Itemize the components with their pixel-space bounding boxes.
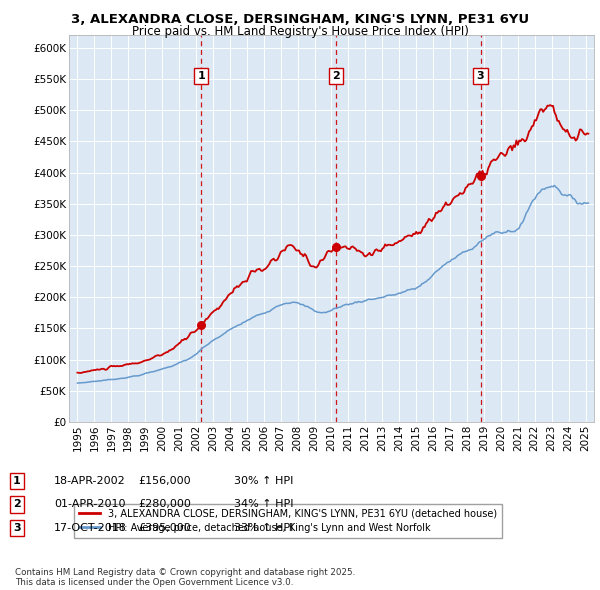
Text: 3: 3 bbox=[477, 71, 484, 81]
Text: 3: 3 bbox=[13, 523, 20, 533]
Text: £280,000: £280,000 bbox=[138, 500, 191, 509]
Text: 1: 1 bbox=[13, 476, 20, 486]
Legend: 3, ALEXANDRA CLOSE, DERSINGHAM, KING'S LYNN, PE31 6YU (detached house), HPI: Ave: 3, ALEXANDRA CLOSE, DERSINGHAM, KING'S L… bbox=[74, 504, 502, 537]
Text: 2: 2 bbox=[332, 71, 340, 81]
Text: 17-OCT-2018: 17-OCT-2018 bbox=[54, 523, 127, 533]
Text: 18-APR-2002: 18-APR-2002 bbox=[54, 476, 126, 486]
Text: 33% ↑ HPI: 33% ↑ HPI bbox=[234, 523, 293, 533]
Text: Contains HM Land Registry data © Crown copyright and database right 2025.
This d: Contains HM Land Registry data © Crown c… bbox=[15, 568, 355, 587]
Text: 1: 1 bbox=[197, 71, 205, 81]
Text: £395,000: £395,000 bbox=[138, 523, 191, 533]
Text: 34% ↑ HPI: 34% ↑ HPI bbox=[234, 500, 293, 509]
Text: 2: 2 bbox=[13, 500, 20, 509]
Text: Price paid vs. HM Land Registry's House Price Index (HPI): Price paid vs. HM Land Registry's House … bbox=[131, 25, 469, 38]
Text: 01-APR-2010: 01-APR-2010 bbox=[54, 500, 125, 509]
Text: £156,000: £156,000 bbox=[138, 476, 191, 486]
Text: 3, ALEXANDRA CLOSE, DERSINGHAM, KING'S LYNN, PE31 6YU: 3, ALEXANDRA CLOSE, DERSINGHAM, KING'S L… bbox=[71, 13, 529, 26]
Text: 30% ↑ HPI: 30% ↑ HPI bbox=[234, 476, 293, 486]
